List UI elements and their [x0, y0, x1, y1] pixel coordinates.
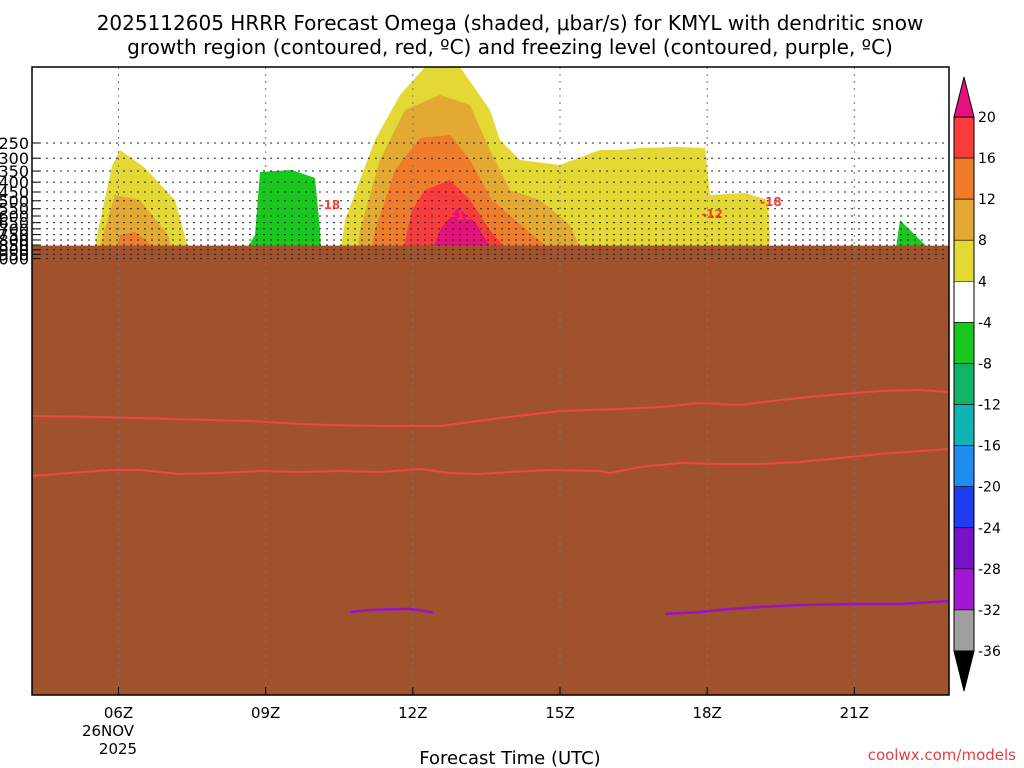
colorbar-frame [953, 116, 975, 652]
colorbar-swatch [953, 363, 975, 405]
colorbar-tick-label: -32 [978, 603, 1001, 619]
date-label-line2: 2025 [99, 740, 137, 758]
colorbar-swatch [953, 116, 975, 159]
y-tick-label: 400 [0, 173, 29, 192]
contour-label: -18 [760, 195, 782, 209]
colorbar-tick-label: -36 [978, 644, 1001, 660]
omega-shading [32, 67, 949, 695]
y-tick-label: 750 [0, 226, 29, 245]
terrain-below-ground [32, 245, 949, 695]
y-tick-label: 650 [0, 214, 29, 233]
colorbar-swatch [953, 157, 975, 200]
chart-title-line2: growth region (contoured, red, ºC) and f… [127, 35, 893, 59]
colorbar-swatch [953, 239, 975, 282]
colorbar-tick-label: 8 [978, 233, 987, 249]
contour-label: -18 [319, 198, 341, 212]
contour-label: -12 [451, 209, 473, 223]
x-tick-label: 12Z [398, 704, 427, 722]
colorbar-tick-label: 20 [978, 110, 996, 126]
colorbar-swatch [953, 609, 975, 652]
y-tick-label: 900 [0, 241, 29, 260]
colorbar-tick-label: -28 [978, 562, 1001, 578]
colorbar-bottom-arrow [953, 650, 975, 692]
contour-label: -12 [701, 207, 723, 221]
dgz-contour-minus12 [32, 448, 949, 477]
colorbar-tick-label: -4 [978, 315, 992, 331]
x-tick-label: 06Z [104, 704, 133, 722]
y-tick-label: 950 [0, 245, 29, 264]
y-tick-label: 350 [0, 162, 29, 181]
freezing-level-contour-left [349, 607, 434, 615]
colorbar: 20 16 12 8 4 -4 -8 -12 -16 -20 -24 -28 -32 -36 [953, 76, 1001, 692]
gridlines [32, 67, 949, 695]
freezing-level-contour-right [664, 599, 949, 616]
colorbar-swatch [953, 568, 975, 611]
plot-frame [31, 66, 950, 696]
colorbar-tick-label: 4 [978, 274, 987, 290]
x-axis: 06Z 09Z 12Z 15Z 18Z 21Z [104, 687, 869, 722]
y-tick-label: 1000 [0, 250, 29, 269]
colorbar-tick-label: -12 [978, 398, 1001, 414]
y-tick-label: 550 [0, 200, 29, 219]
x-tick-label: 15Z [545, 704, 574, 722]
x-tick-label: 18Z [692, 704, 721, 722]
y-tick-label: 850 [0, 236, 29, 255]
colorbar-swatch [953, 445, 975, 487]
y-tick-label: 300 [0, 149, 29, 168]
colorbar-tick-label: -20 [978, 480, 1001, 496]
colorbar-swatch [953, 281, 975, 323]
y-tick-label: 250 [0, 134, 29, 153]
colorbar-swatch [953, 198, 975, 241]
colorbar-tick-label: 16 [978, 151, 996, 167]
x-tick-label: 09Z [251, 704, 280, 722]
colorbar-swatch [953, 527, 975, 570]
x-tick-label: 21Z [840, 704, 869, 722]
colorbar-tick-label: -8 [978, 356, 992, 372]
colorbar-top-arrow [953, 76, 975, 118]
y-tick-label: 600 [0, 207, 29, 226]
colorbar-tick-label: -24 [978, 521, 1001, 537]
y-tick-label: 700 [0, 220, 29, 239]
colorbar-swatch [953, 404, 975, 446]
y-tick-label: 450 [0, 183, 29, 202]
watermark: coolwx.com/models [868, 746, 1016, 764]
y-tick-label: 500 [0, 192, 29, 211]
colorbar-tick-label: 12 [978, 192, 996, 208]
chart-title-line1: 2025112605 HRRR Forecast Omega (shaded, … [97, 11, 924, 35]
y-axis: 2503003504004505005506006507007508008509… [0, 134, 40, 269]
colorbar-swatch [953, 322, 975, 364]
contour-labels: -18 -18 -12 -12 [319, 195, 782, 223]
colorbar-swatch [953, 486, 975, 529]
date-label-line1: 26NOV [82, 722, 135, 740]
colorbar-tick-label: -16 [978, 439, 1001, 455]
x-axis-title: Forecast Time (UTC) [419, 748, 600, 768]
y-tick-label: 800 [0, 231, 29, 250]
